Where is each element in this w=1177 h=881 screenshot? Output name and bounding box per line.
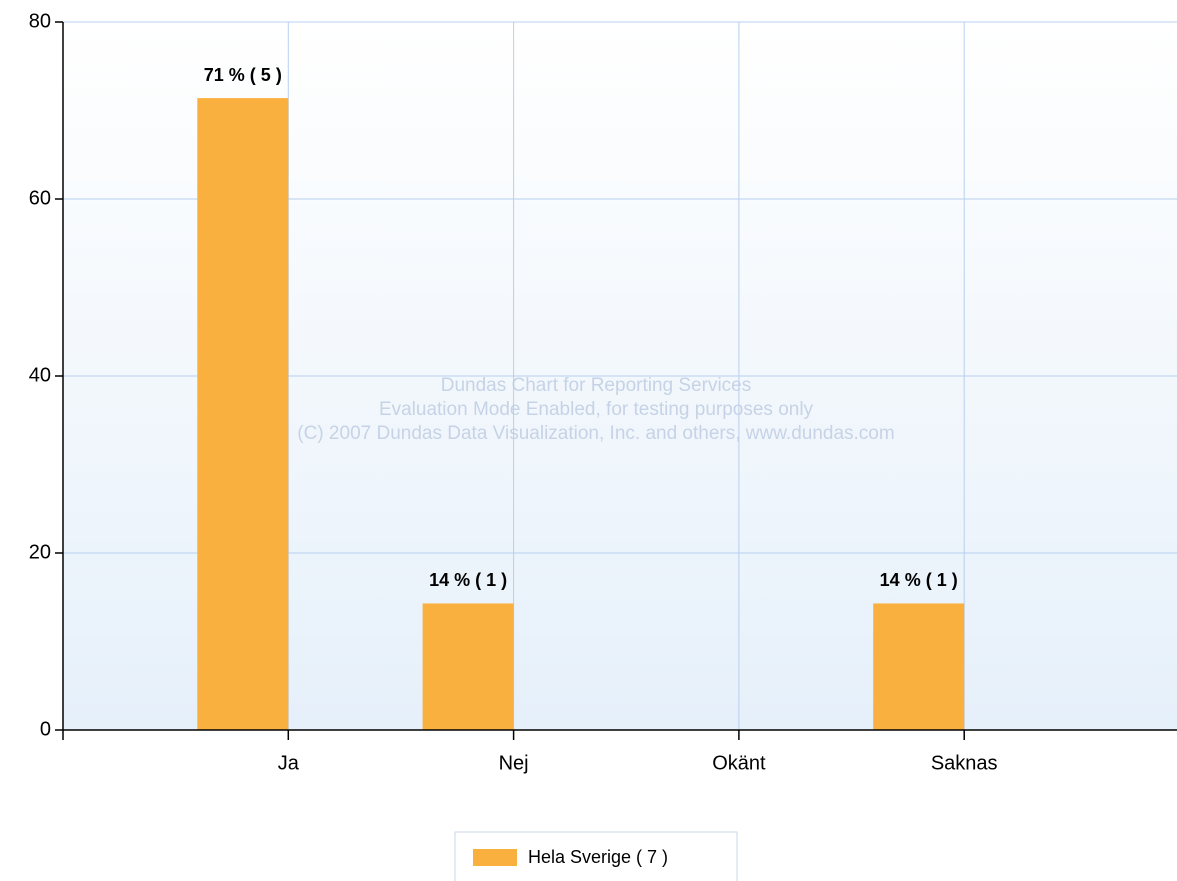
- legend-label: Hela Sverige ( 7 ): [528, 847, 668, 867]
- data-label: 14 % ( 1 ): [880, 570, 958, 590]
- x-tick-label: Ja: [278, 752, 300, 774]
- y-tick-label: 80: [29, 10, 51, 32]
- y-tick-label: 60: [29, 187, 51, 209]
- watermark: Dundas Chart for Reporting Services: [441, 375, 751, 396]
- bar: [873, 603, 965, 730]
- y-tick-label: 0: [40, 718, 51, 740]
- y-tick-label: 40: [29, 364, 51, 386]
- x-tick-label: Okänt: [712, 752, 766, 774]
- watermark: (C) 2007 Dundas Data Visualization, Inc.…: [297, 423, 894, 444]
- legend-swatch: [473, 849, 517, 866]
- watermark: Evaluation Mode Enabled, for testing pur…: [379, 399, 814, 420]
- data-label: 71 % ( 5 ): [204, 65, 282, 85]
- bar: [422, 603, 514, 730]
- y-tick-label: 20: [29, 541, 51, 563]
- x-tick-label: Saknas: [931, 752, 998, 774]
- x-tick-label: Nej: [499, 752, 529, 774]
- bar: [197, 98, 289, 731]
- data-label: 14 % ( 1 ): [429, 570, 507, 590]
